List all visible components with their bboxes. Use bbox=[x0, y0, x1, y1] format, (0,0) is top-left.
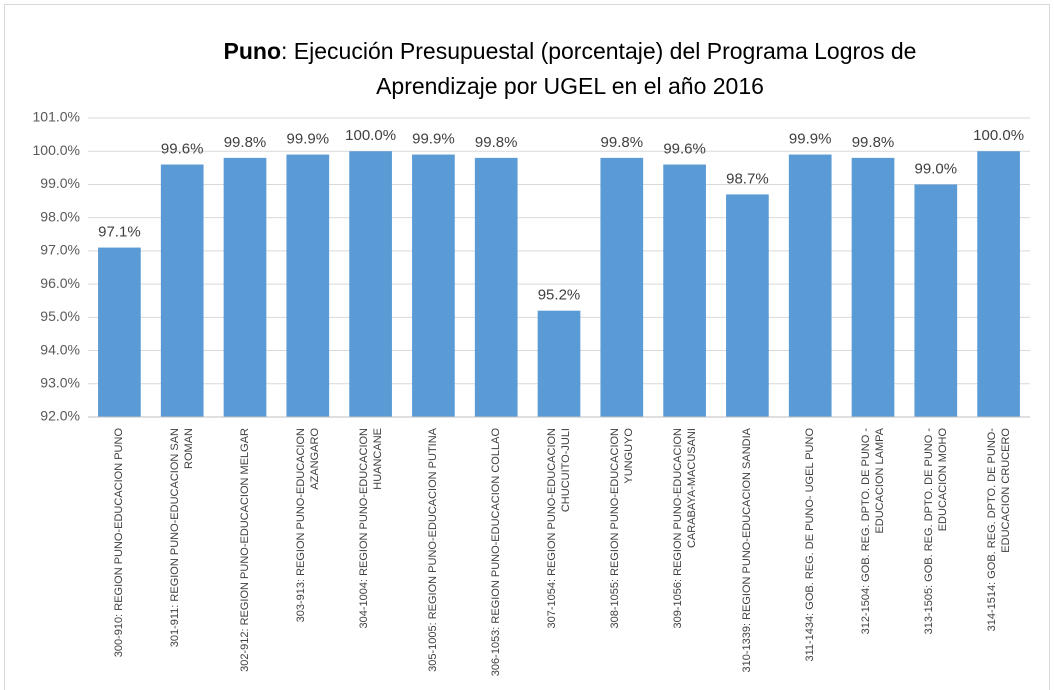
data-label: 99.6% bbox=[663, 140, 706, 157]
y-tick-label: 101.0% bbox=[33, 109, 80, 125]
data-label: 98.7% bbox=[726, 170, 769, 187]
data-label: 99.8% bbox=[475, 134, 518, 151]
bar bbox=[286, 154, 330, 418]
y-tick-label: 92.0% bbox=[40, 408, 80, 424]
bar bbox=[223, 157, 267, 417]
bar bbox=[98, 247, 141, 417]
bar bbox=[537, 310, 581, 417]
x-tick-label: 314-1514: GOB. REG. DPTO. DE PUNO- EDUCA… bbox=[985, 428, 1012, 632]
data-label: 99.9% bbox=[412, 131, 455, 148]
title-text: : Ejecución Presupuestal (porcentaje) de… bbox=[281, 38, 917, 99]
y-tick-label: 99.0% bbox=[40, 175, 80, 191]
x-tick-label: 310-1339: REGION PUNO-EDUCACION SANDIA bbox=[741, 428, 754, 673]
chart-title: Puno: Ejecución Presupuestal (porcentaje… bbox=[170, 34, 970, 104]
bar bbox=[474, 157, 518, 417]
y-tick-label: 96.0% bbox=[40, 275, 80, 291]
y-tick-label: 95.0% bbox=[40, 308, 80, 324]
data-label: 99.9% bbox=[287, 131, 330, 148]
x-tick-label: 305-1005: REGION PUNO-EDUCACION PUTINA bbox=[427, 428, 440, 672]
bar bbox=[160, 164, 204, 417]
data-label: 99.8% bbox=[852, 134, 895, 151]
data-label: 99.0% bbox=[915, 160, 958, 177]
data-label: 100.0% bbox=[973, 127, 1024, 144]
bar bbox=[349, 151, 392, 417]
bar bbox=[726, 194, 769, 417]
x-tick-label: 301-911: REGION PUNO-EDUCACION SAN ROMAN bbox=[169, 428, 196, 648]
bar bbox=[914, 184, 958, 417]
bar bbox=[977, 151, 1020, 417]
data-label: 97.1% bbox=[98, 224, 141, 241]
x-tick-label: 303-913: REGION PUNO-EDUCACION AZANGARO bbox=[294, 428, 321, 623]
data-label: 99.8% bbox=[224, 134, 267, 151]
y-tick-label: 93.0% bbox=[40, 374, 80, 390]
y-tick-label: 100.0% bbox=[33, 142, 80, 158]
bar bbox=[788, 154, 832, 418]
y-tick-label: 98.0% bbox=[40, 208, 80, 224]
x-tick-label: 306-1053: REGION PUNO-EDUCACION COLLAO bbox=[490, 428, 503, 677]
data-label: 99.9% bbox=[789, 131, 832, 148]
chart-frame bbox=[4, 4, 1050, 690]
data-label: 95.2% bbox=[538, 287, 581, 304]
y-tick-label: 97.0% bbox=[40, 242, 80, 258]
data-label: 100.0% bbox=[345, 127, 396, 144]
bar bbox=[412, 154, 455, 418]
x-tick-label: 304-1004: REGION PUNO-EDUCACION HUANCANE bbox=[357, 428, 384, 629]
bar bbox=[600, 157, 644, 417]
x-tick-label: 312-1504: GOB. REG. DPTO. DE PUNO - EDUC… bbox=[860, 428, 886, 635]
y-tick-label: 94.0% bbox=[40, 341, 80, 357]
x-tick-label: 300-910: REGION PUNO-EDUCACION PUNO bbox=[113, 428, 126, 658]
x-tick-label: 311-1434: GOB. REG. DE PUNO- UGEL PUNO bbox=[804, 428, 817, 662]
x-tick-label: 307-1054: REGION PUNO-EDUCACION CHUCUITO… bbox=[546, 428, 572, 629]
bar bbox=[851, 157, 895, 417]
x-tick-label: 313-1505: GOB. REG. DPTO. DE PUNO - EDUC… bbox=[922, 428, 949, 635]
data-label: 99.6% bbox=[161, 140, 204, 157]
bar bbox=[663, 164, 706, 417]
x-tick-label: 302-912: REGION PUNO-EDUCACION MELGAR bbox=[239, 428, 251, 672]
data-label: 99.8% bbox=[601, 134, 644, 151]
x-tick-label: 308-1055: REGION PUNO-EDUCACION YUNGUYO bbox=[608, 428, 635, 629]
title-bold: Puno bbox=[223, 38, 282, 64]
x-tick-label: 309-1056: REGION PUNO-EDUCACION CARABAYA… bbox=[671, 428, 698, 629]
